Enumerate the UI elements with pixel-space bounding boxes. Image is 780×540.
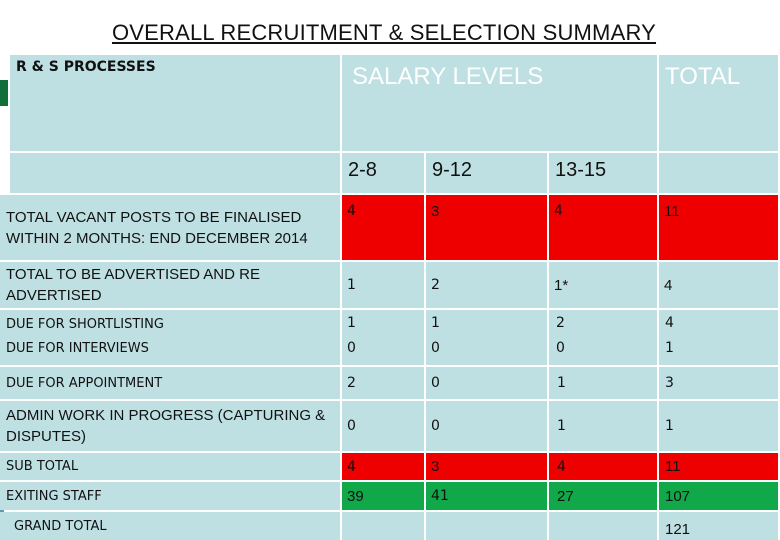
header-salary-levels: SALARY LEVELS: [342, 55, 657, 151]
cell-interviews-total: 1: [665, 340, 674, 356]
accent-bar: [0, 80, 8, 106]
cell-admin-2-8: 0: [342, 401, 424, 451]
header-total: TOTAL: [659, 55, 778, 151]
cell-shortlisting-13-15: 2: [556, 315, 565, 331]
cell-grand-13-15: [549, 512, 657, 540]
cell-advertised-2-8: 1: [342, 262, 424, 308]
cell-block-13-15: 2 0: [549, 310, 657, 365]
row-label-vacant: TOTAL VACANT POSTS TO BE FINALISED WITHI…: [0, 195, 340, 260]
cell-subtotal-9-12: 3: [426, 453, 547, 480]
cell-grand-2-8: [342, 512, 424, 540]
cell-exiting-2-8: 39: [342, 482, 424, 510]
cell-grand-9-12: [426, 512, 547, 540]
cell-vacant-9-12: 3: [426, 195, 547, 260]
row-label-appointment: DUE FOR APPOINTMENT: [0, 367, 340, 399]
cell-exiting-9-12: 41: [426, 482, 547, 510]
cell-advertised-13-15: 1*: [549, 262, 657, 308]
cell-vacant-13-15: 4: [549, 195, 657, 260]
cell-exiting-13-15: 27: [549, 482, 657, 510]
cell-interviews-13-15: 0: [556, 340, 565, 356]
row-label-grand-total: GRAND TOTAL: [0, 512, 340, 540]
cell-admin-total: 1: [659, 401, 778, 451]
row-label-exiting: EXITING STAFF: [0, 482, 340, 510]
cell-admin-13-15: 1: [549, 401, 657, 451]
cell-subtotal-total: 11: [659, 453, 778, 480]
cell-advertised-9-12: 2: [426, 262, 547, 308]
cell-block-2-8: 1 0: [342, 310, 424, 365]
cell-admin-9-12: 0: [426, 401, 547, 451]
level-13-15: 13-15: [549, 153, 657, 193]
cell-shortlisting-9-12: 1: [431, 315, 440, 331]
row-label-advertised: TOTAL TO BE ADVERTISED AND RE ADVERTISED: [0, 262, 340, 308]
cell-subtotal-2-8: 4: [342, 453, 424, 480]
total-label: TOTAL: [665, 63, 741, 90]
row-label-subtotal: SUB TOTAL: [0, 453, 340, 480]
row-block-shortlisting: DUE FOR SHORTLISTING DUE FOR INTERVIEWS: [0, 310, 340, 365]
cell-appointment-2-8: 2: [342, 367, 424, 399]
level-9-12: 9-12: [426, 153, 547, 193]
cell-appointment-total: 3: [659, 367, 778, 399]
subheader-empty: [10, 153, 340, 193]
row-label-admin: ADMIN WORK IN PROGRESS (CAPTURING & DISP…: [0, 401, 340, 451]
level-2-8: 2-8: [342, 153, 424, 193]
cell-interviews-9-12: 0: [431, 340, 440, 356]
cell-block-9-12: 1 0: [426, 310, 547, 365]
cell-appointment-9-12: 0: [426, 367, 547, 399]
salary-levels-label: SALARY LEVELS: [352, 63, 544, 90]
header-processes: R & S PROCESSES: [10, 55, 340, 151]
cell-shortlisting-total: 4: [665, 315, 674, 331]
cell-appointment-13-15: 1: [549, 367, 657, 399]
cell-shortlisting-2-8: 1: [347, 315, 356, 331]
cell-vacant-2-8: 4: [342, 195, 424, 260]
cell-interviews-2-8: 0: [347, 340, 356, 356]
page-title: OVERALL RECRUITMENT & SELECTION SUMMARY: [111, 20, 657, 45]
cell-block-total: 4 1: [659, 310, 778, 365]
row-label-interviews: DUE FOR INTERVIEWS: [6, 340, 149, 356]
cell-grand-total: 121: [659, 512, 778, 540]
cell-subtotal-13-15: 4: [549, 453, 657, 480]
cell-advertised-total: 4: [659, 262, 778, 308]
row-label-shortlisting: DUE FOR SHORTLISTING: [6, 316, 164, 332]
cell-vacant-total: 11: [659, 195, 778, 260]
subheader-total-empty: [659, 153, 778, 193]
cell-exiting-total: 107: [659, 482, 778, 510]
